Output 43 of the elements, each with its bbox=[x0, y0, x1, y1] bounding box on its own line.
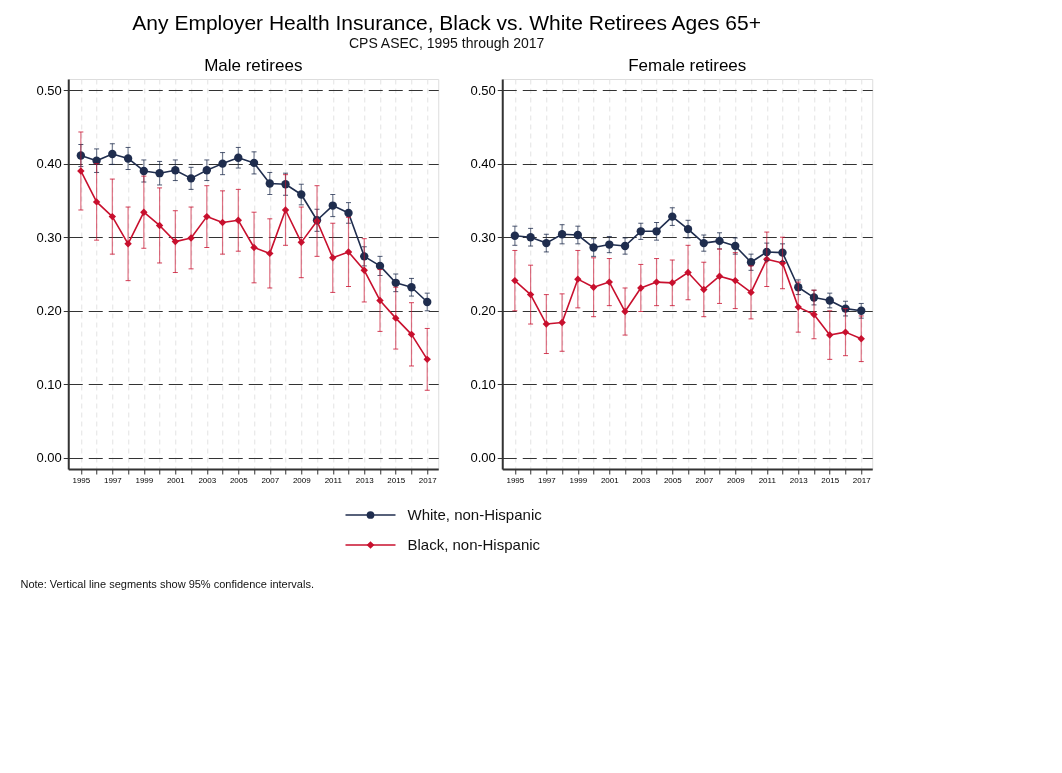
y-tick-label: 0.20 bbox=[36, 303, 62, 319]
chart-title: Male retirees bbox=[204, 56, 303, 75]
y-tick-label: 0.30 bbox=[36, 229, 62, 245]
y-tick-label: 0.00 bbox=[36, 450, 62, 466]
x-tick-label: 2015 bbox=[821, 475, 840, 485]
x-tick-label: 2007 bbox=[261, 475, 280, 485]
y-tick-label: 0.50 bbox=[470, 82, 496, 98]
x-tick-label: 2007 bbox=[695, 475, 714, 485]
x-tick-label: 2017 bbox=[852, 475, 872, 485]
y-tick-label: 0.10 bbox=[470, 376, 496, 392]
legend-label: White, non-Hispanic bbox=[407, 506, 543, 523]
x-tick-label: 2005 bbox=[663, 475, 683, 485]
x-tick-label: 2009 bbox=[292, 475, 312, 485]
x-tick-label: 1999 bbox=[135, 475, 154, 485]
text: Any Employer Health Insurance, Black vs. White Retirees Ages 65+ bbox=[132, 10, 761, 34]
x-tick-label: 2013 bbox=[355, 475, 375, 485]
y-tick-label: 0.00 bbox=[470, 450, 496, 466]
x-tick-label: 2003 bbox=[198, 475, 217, 485]
y-tick-label: 0.10 bbox=[36, 376, 62, 392]
y-tick-label: 0.40 bbox=[470, 156, 496, 172]
x-tick-label: 2001 bbox=[166, 475, 186, 485]
x-tick-label: 2003 bbox=[632, 475, 651, 485]
x-tick-label: 1999 bbox=[569, 475, 588, 485]
x-tick-label: 2001 bbox=[600, 475, 620, 485]
y-tick-label: 0.50 bbox=[36, 82, 62, 98]
x-tick-label: 2011 bbox=[324, 475, 343, 485]
y-tick-label: 0.30 bbox=[470, 229, 496, 245]
text: CPS ASEC, 1995 through 2017 bbox=[348, 34, 545, 51]
x-tick-label: 2005 bbox=[229, 475, 249, 485]
x-tick-label: 1995 bbox=[506, 475, 525, 485]
x-tick-label: 1995 bbox=[72, 475, 91, 485]
x-tick-label: 2013 bbox=[789, 475, 809, 485]
text: Note: Vertical line segments show 95% confidence intervals. bbox=[20, 578, 314, 590]
x-tick-label: 2011 bbox=[758, 475, 777, 485]
x-tick-label: 1997 bbox=[103, 475, 123, 485]
chart-title: Female retirees bbox=[628, 56, 747, 75]
y-tick-label: 0.40 bbox=[36, 156, 62, 172]
y-tick-label: 0.20 bbox=[470, 303, 496, 319]
x-tick-label: 2009 bbox=[726, 475, 746, 485]
legend-label: Black, non-Hispanic bbox=[407, 536, 541, 553]
x-tick-label: 2015 bbox=[387, 475, 406, 485]
x-tick-label: 2017 bbox=[418, 475, 438, 485]
x-tick-label: 1997 bbox=[537, 475, 557, 485]
